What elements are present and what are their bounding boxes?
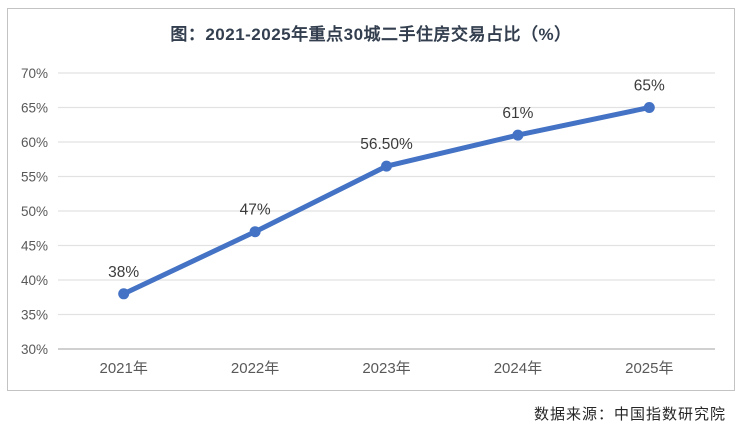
- x-axis-label: 2024年: [494, 360, 542, 377]
- y-axis-label: 50%: [21, 204, 48, 219]
- data-point-marker: [512, 129, 524, 141]
- y-axis-label: 45%: [21, 239, 48, 254]
- y-axis-label: 65%: [21, 101, 48, 116]
- y-axis-label: 40%: [21, 273, 48, 288]
- y-axis-label: 70%: [21, 66, 48, 81]
- data-point-label: 61%: [502, 105, 533, 122]
- x-axis-label: 2021年: [100, 360, 148, 377]
- y-axis-label: 55%: [21, 170, 48, 185]
- y-axis-label: 60%: [21, 135, 48, 150]
- x-axis-label: 2022年: [231, 360, 279, 377]
- data-point-label: 65%: [634, 78, 665, 95]
- chart-container: 图：2021-2025年重点30城二手住房交易占比（%） 30% 35% 40% 45…: [7, 8, 735, 391]
- data-point-label: 47%: [240, 202, 271, 219]
- x-axis-label: 2023年: [362, 360, 410, 377]
- data-point-marker: [249, 226, 261, 238]
- data-point-label: 38%: [108, 264, 139, 281]
- chart-title: 图：2021-2025年重点30城二手住房交易占比（%）: [170, 25, 572, 44]
- data-point-marker: [118, 288, 130, 300]
- data-point-marker: [381, 160, 392, 172]
- chart-svg: 30% 35% 40% 45% 50% 55% 60% 65% 70% 2021年 2022年 202…: [21, 66, 715, 377]
- x-axis-label: 2025年: [625, 360, 673, 377]
- data-source: 数据来源：中国指数研究院: [533, 405, 726, 423]
- y-axis-label: 35%: [21, 308, 48, 323]
- y-axis-label: 30%: [21, 342, 48, 357]
- data-point-label: 56.50%: [360, 136, 413, 153]
- data-point-marker: [643, 102, 655, 113]
